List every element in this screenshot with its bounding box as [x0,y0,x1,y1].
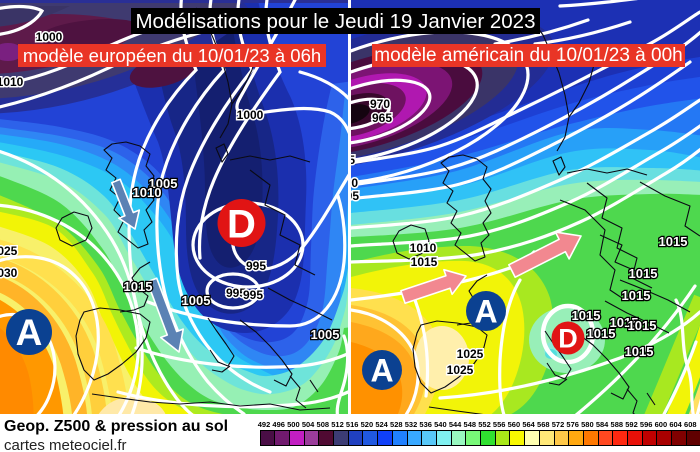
svg-text:1015: 1015 [625,344,654,359]
svg-text:1015: 1015 [411,255,438,269]
svg-text:985: 985 [335,153,355,167]
svg-text:A: A [16,312,43,353]
svg-text:1005: 1005 [182,293,211,308]
svg-text:1005: 1005 [149,176,178,191]
svg-text:1000: 1000 [237,108,264,122]
svg-text:1005: 1005 [311,327,340,342]
svg-text:D: D [558,324,578,354]
svg-text:995: 995 [243,288,263,302]
svg-text:1015: 1015 [587,326,616,341]
svg-text:1010: 1010 [133,185,162,200]
svg-text:1015: 1015 [629,266,658,281]
svg-text:995: 995 [226,286,246,300]
svg-text:1015: 1015 [628,318,657,333]
svg-text:1030: 1030 [0,266,18,280]
svg-text:1025: 1025 [457,347,484,361]
svg-text:995: 995 [339,189,359,203]
svg-text:1015: 1015 [622,288,651,303]
svg-text:965: 965 [372,111,392,125]
svg-text:D: D [227,202,256,246]
svg-text:995: 995 [246,259,266,273]
svg-text:1010: 1010 [410,241,437,255]
svg-text:1010: 1010 [0,75,24,89]
svg-text:A: A [474,293,497,329]
svg-text:1015: 1015 [610,315,639,330]
svg-text:1025: 1025 [447,363,474,377]
svg-text:970: 970 [370,97,390,111]
svg-text:A: A [370,352,393,388]
svg-text:1015: 1015 [124,279,153,294]
svg-text:990: 990 [338,176,358,190]
svg-text:1000: 1000 [36,30,63,44]
svg-text:1025: 1025 [0,244,18,258]
svg-text:1015: 1015 [572,308,601,323]
svg-text:1015: 1015 [659,234,688,249]
